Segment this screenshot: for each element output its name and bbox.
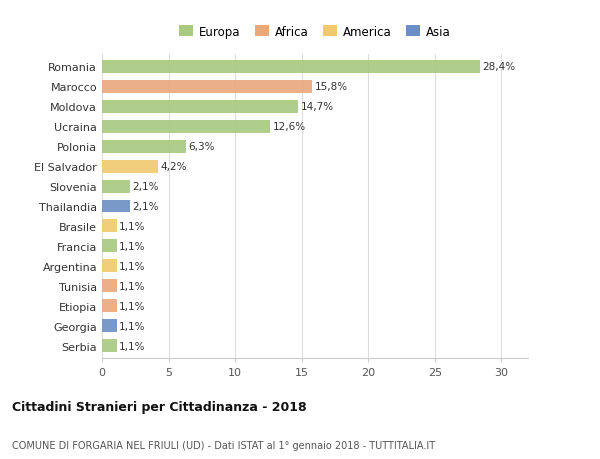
Bar bbox=[102, 160, 158, 173]
Text: 1,1%: 1,1% bbox=[119, 301, 146, 311]
Bar bbox=[102, 319, 116, 333]
Bar bbox=[102, 120, 270, 133]
Bar bbox=[102, 61, 480, 73]
Text: 1,1%: 1,1% bbox=[119, 321, 146, 331]
Text: 28,4%: 28,4% bbox=[483, 62, 516, 72]
Bar bbox=[102, 220, 116, 233]
Text: 12,6%: 12,6% bbox=[272, 122, 305, 132]
Text: 1,1%: 1,1% bbox=[119, 341, 146, 351]
Text: 14,7%: 14,7% bbox=[301, 102, 334, 112]
Bar bbox=[102, 140, 186, 153]
Text: 1,1%: 1,1% bbox=[119, 241, 146, 252]
Text: 1,1%: 1,1% bbox=[119, 222, 146, 231]
Bar bbox=[102, 80, 313, 94]
Text: Cittadini Stranieri per Cittadinanza - 2018: Cittadini Stranieri per Cittadinanza - 2… bbox=[12, 400, 307, 413]
Bar bbox=[102, 240, 116, 253]
Bar bbox=[102, 101, 298, 113]
Bar bbox=[102, 180, 130, 193]
Bar bbox=[102, 260, 116, 273]
Legend: Europa, Africa, America, Asia: Europa, Africa, America, Asia bbox=[175, 21, 455, 43]
Text: 6,3%: 6,3% bbox=[188, 142, 215, 152]
Text: 15,8%: 15,8% bbox=[315, 82, 348, 92]
Text: 1,1%: 1,1% bbox=[119, 281, 146, 291]
Text: 4,2%: 4,2% bbox=[161, 162, 187, 172]
Bar bbox=[102, 300, 116, 313]
Bar bbox=[102, 200, 130, 213]
Bar bbox=[102, 340, 116, 353]
Text: 2,1%: 2,1% bbox=[133, 182, 159, 191]
Text: 2,1%: 2,1% bbox=[133, 202, 159, 212]
Bar bbox=[102, 280, 116, 293]
Text: COMUNE DI FORGARIA NEL FRIULI (UD) - Dati ISTAT al 1° gennaio 2018 - TUTTITALIA.: COMUNE DI FORGARIA NEL FRIULI (UD) - Dat… bbox=[12, 440, 435, 450]
Text: 1,1%: 1,1% bbox=[119, 261, 146, 271]
